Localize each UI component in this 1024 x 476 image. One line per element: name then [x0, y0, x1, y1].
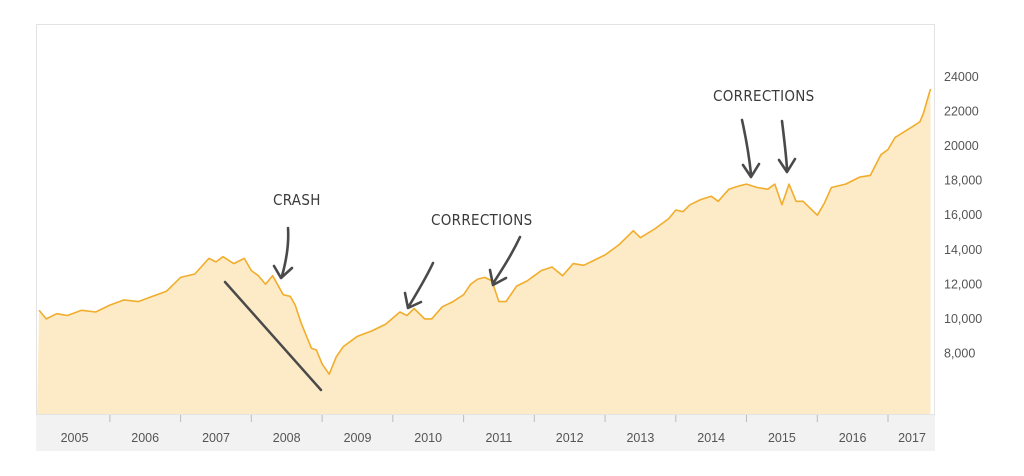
- x-tick-label: 2007: [202, 431, 230, 445]
- x-tick-label: 2010: [414, 431, 442, 445]
- series-area: [37, 89, 931, 414]
- annotation-crash: CRASH: [273, 191, 321, 209]
- x-axis-band: [36, 415, 935, 451]
- x-tick-label: 2014: [697, 431, 725, 445]
- x-tick-label: 2013: [626, 431, 654, 445]
- arrow-correction-2014-icon: [740, 118, 761, 179]
- crash-trend-line: [223, 280, 323, 392]
- x-tick-label: 2006: [131, 431, 159, 445]
- x-tick-label: 2008: [273, 431, 301, 445]
- annotation-corrections-1: CORRECTIONS: [431, 211, 533, 229]
- x-tick-label: 2009: [344, 431, 372, 445]
- arrow-correction-2011-icon: [488, 235, 522, 287]
- y-tick-label: 16,000: [944, 208, 982, 222]
- annotation-arrows: [272, 118, 797, 310]
- y-tick-label: 20000: [944, 139, 979, 153]
- y-tick-label: 10,000: [944, 312, 982, 326]
- y-tick-label: 12,000: [944, 277, 982, 291]
- x-tick-label: 2016: [839, 431, 867, 445]
- arrow-crash-icon: [272, 226, 294, 280]
- y-tick-label: 8,000: [944, 347, 975, 361]
- y-tick-label: 22000: [944, 104, 979, 118]
- y-tick-label: 18,000: [944, 174, 982, 188]
- y-tick-label: 14,000: [944, 243, 982, 257]
- annotation-corrections-2: CORRECTIONS: [713, 87, 815, 105]
- x-tick-label: 2012: [556, 431, 584, 445]
- x-tick-label: 2005: [61, 431, 89, 445]
- y-tick-label: 24000: [944, 70, 979, 84]
- arrow-correction-2010-icon: [403, 261, 435, 310]
- x-tick-label: 2011: [485, 431, 512, 445]
- arrow-correction-2015-icon: [777, 119, 797, 174]
- x-tick-label: 2017: [898, 431, 926, 445]
- x-tick-label: 2015: [768, 431, 796, 445]
